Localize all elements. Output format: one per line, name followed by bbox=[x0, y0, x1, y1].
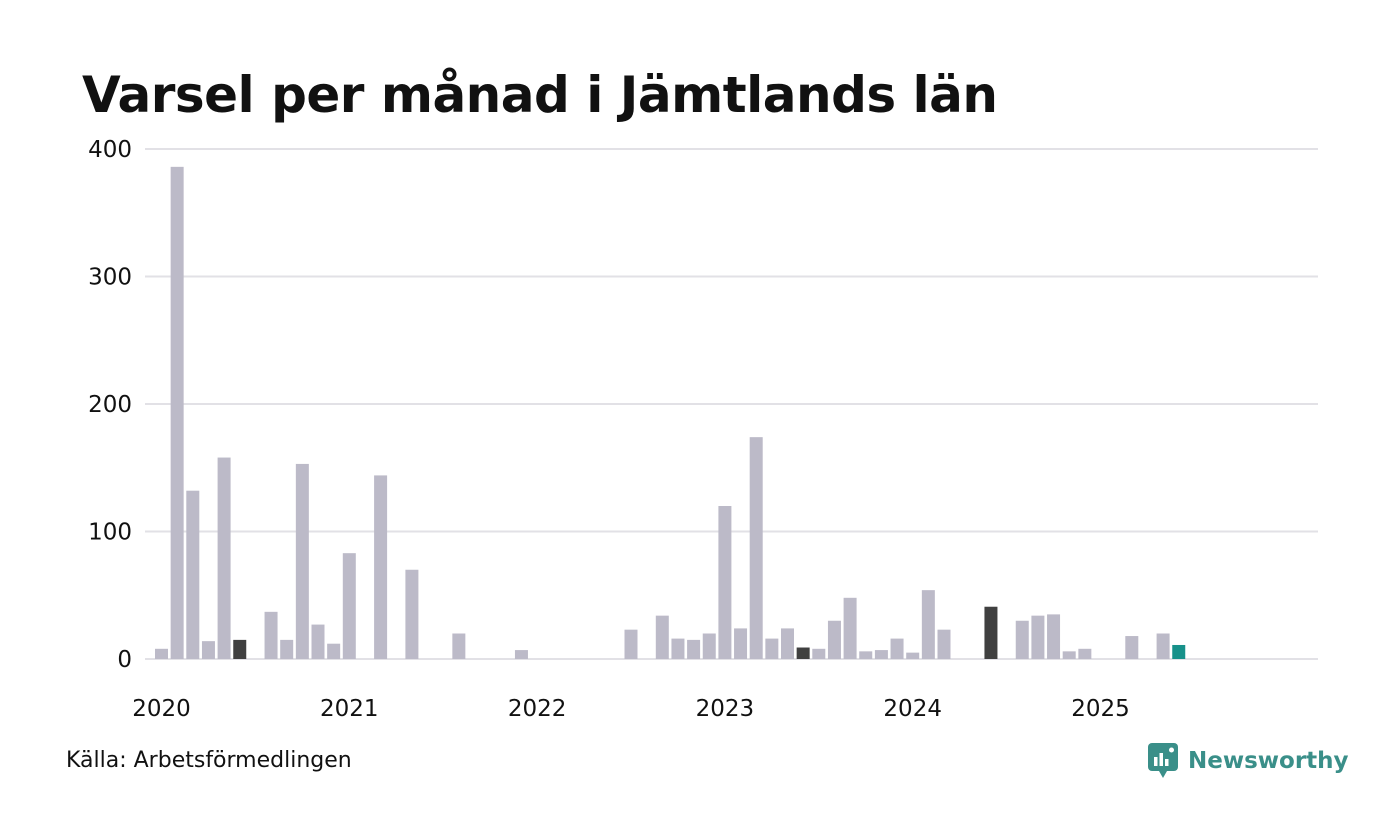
bar-2024-02 bbox=[921, 590, 935, 659]
bar-2023-12 bbox=[890, 638, 904, 659]
bar-2021-05 bbox=[405, 569, 419, 659]
bar-2023-05 bbox=[781, 628, 794, 659]
bar-2024-06 bbox=[984, 606, 998, 659]
y-axis-ticks: 0 100 200 300 400 bbox=[88, 137, 132, 673]
gridlines bbox=[145, 148, 1318, 660]
bar-2025-05 bbox=[1156, 633, 1170, 659]
x-axis-ticks: 2020 2021 2022 2023 2024 2025 bbox=[132, 696, 1130, 722]
x-tick-label: 2022 bbox=[508, 696, 567, 722]
bar-chart: 0 100 200 300 400 2020 2021 2022 2023 2024 2025 bbox=[88, 137, 1318, 722]
bar-2020-02 bbox=[170, 166, 184, 659]
chart-title: Varsel per månad i Jämtlands län bbox=[82, 66, 998, 124]
bar-2022-09 bbox=[655, 615, 669, 659]
y-tick-label: 0 bbox=[117, 647, 132, 673]
bar-2024-03 bbox=[937, 629, 951, 659]
bar-2021-03 bbox=[374, 475, 388, 659]
bar-2020-05 bbox=[217, 457, 231, 659]
y-tick-label: 300 bbox=[88, 265, 132, 291]
bar-2023-11 bbox=[874, 650, 888, 659]
bars bbox=[155, 166, 1186, 660]
x-tick-label: 2021 bbox=[320, 696, 379, 722]
brand-logo: Newsworthy bbox=[1148, 743, 1349, 779]
bar-2023-03 bbox=[749, 437, 763, 659]
bar-2024-09 bbox=[1031, 615, 1045, 659]
bar-2023-04 bbox=[765, 638, 779, 659]
bar-2023-06 bbox=[796, 647, 810, 659]
bar-2021-01 bbox=[342, 553, 356, 659]
bar-2020-10 bbox=[295, 463, 309, 659]
bar-2020-11 bbox=[311, 624, 325, 659]
bar-2023-01 bbox=[718, 506, 732, 659]
bar-2021-12 bbox=[514, 650, 528, 659]
bar-2025-06 bbox=[1172, 644, 1186, 659]
x-tick-label: 2023 bbox=[696, 696, 755, 722]
bar-2025-03 bbox=[1125, 636, 1139, 659]
y-tick-label: 100 bbox=[88, 520, 132, 546]
bar-2024-08 bbox=[1015, 620, 1029, 659]
bar-2020-06 bbox=[233, 639, 247, 660]
bar-2024-12 bbox=[1078, 648, 1092, 659]
bar-2024-01 bbox=[906, 652, 920, 660]
x-tick-label: 2020 bbox=[132, 696, 191, 722]
bar-2024-11 bbox=[1062, 651, 1076, 659]
brand-name: Newsworthy bbox=[1188, 748, 1349, 774]
bar-2023-02 bbox=[734, 628, 748, 659]
bar-2022-11 bbox=[687, 639, 701, 660]
newsworthy-logo-icon bbox=[1148, 743, 1178, 778]
bar-2023-07 bbox=[812, 648, 826, 659]
x-tick-label: 2024 bbox=[883, 696, 942, 722]
bar-2022-10 bbox=[671, 638, 685, 659]
bar-2023-10 bbox=[859, 651, 873, 659]
bar-2021-08 bbox=[452, 633, 466, 659]
y-tick-label: 400 bbox=[88, 137, 132, 163]
bar-2022-12 bbox=[702, 633, 716, 659]
bar-2020-03 bbox=[186, 490, 200, 659]
source-label: Källa: Arbetsförmedlingen bbox=[66, 748, 352, 773]
bar-2020-04 bbox=[201, 641, 215, 659]
bar-2023-09 bbox=[843, 597, 857, 659]
bar-2023-08 bbox=[827, 620, 841, 659]
bar-2020-01 bbox=[155, 648, 168, 659]
bar-2020-12 bbox=[327, 643, 341, 659]
x-tick-label: 2025 bbox=[1071, 696, 1130, 722]
bar-2024-10 bbox=[1047, 614, 1061, 660]
bar-2020-08 bbox=[264, 611, 278, 659]
bar-2020-09 bbox=[280, 639, 294, 660]
y-tick-label: 200 bbox=[88, 392, 132, 418]
bar-2022-07 bbox=[624, 629, 638, 659]
